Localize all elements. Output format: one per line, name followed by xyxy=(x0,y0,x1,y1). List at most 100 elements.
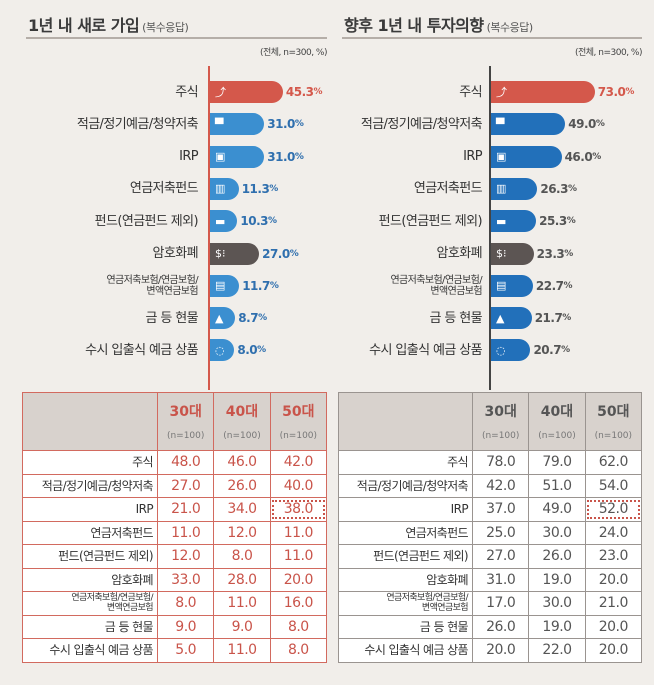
table-cell: 11.0 xyxy=(213,591,271,616)
bar: ▲ xyxy=(491,307,532,330)
atm-icon: ▀ xyxy=(215,117,224,131)
category-label: 연금저축보험/연금보험/변액연금보험 xyxy=(390,274,482,297)
table-row: 금 등 현물 26.0 19.0 20.0 xyxy=(338,614,643,639)
table-cell: 16.0 xyxy=(269,591,328,616)
table-cell: 24.0 xyxy=(584,520,643,545)
table-cell: 20.0 xyxy=(471,638,530,663)
table-row: 암호화폐 33.0 28.0 20.0 xyxy=(22,567,328,592)
table-row: 수시 입출식 예금 상품 20.0 22.0 20.0 xyxy=(338,638,643,663)
category-label: IRP xyxy=(179,149,199,165)
table-cell: 8.0 xyxy=(213,544,271,569)
table-cell: 17.0 xyxy=(471,591,530,616)
bar-axis xyxy=(208,66,210,390)
table-cell: 11.0 xyxy=(213,638,271,663)
age-table-investment-intent: 30대 (n=100) 40대 (n=100) 50대 (n=100) 주식 78.0 79.0… xyxy=(338,392,643,663)
age-column-header: 50대 (n=100) xyxy=(584,392,643,451)
table-cell: 21.0 xyxy=(584,591,643,616)
category-label: 펀드(연금펀드 제외) xyxy=(378,213,483,229)
category-label: 금 등 현물 xyxy=(145,310,198,326)
value-label: 27.0% xyxy=(262,246,299,261)
gold-bars-icon: ▲ xyxy=(496,311,505,325)
bar-row: 적금/정기예금/청약저축 ▀ 31.0% xyxy=(22,113,327,136)
table-cell: 8.0 xyxy=(156,591,215,616)
table-cell: 42.0 xyxy=(269,450,328,475)
bar-row: 금 등 현물 ▲ 8.7% xyxy=(22,307,327,330)
value-label: 20.7% xyxy=(533,343,570,358)
bar: ▀ xyxy=(491,113,566,136)
category-label: 금 등 현물 xyxy=(429,310,482,326)
row-label: 펀드(연금펀드 제외) xyxy=(338,544,473,569)
table-cell: 26.0 xyxy=(213,473,271,498)
value-label: 46.0% xyxy=(564,149,602,164)
value-label: 31.0% xyxy=(267,117,304,132)
row-label: 적금/정기예금/청약저축 xyxy=(22,473,158,498)
bar-row: 연금저축보험/연금보험/변액연금보험 ▤ 22.7% xyxy=(338,274,642,297)
age-column-header: 30대 (n=100) xyxy=(156,392,215,451)
row-label: 암호화폐 xyxy=(338,567,473,592)
table-row: 연금저축보험/연금보험/변액연금보험 8.0 11.0 16.0 xyxy=(22,591,328,616)
bar: ◌ xyxy=(491,339,531,362)
value-label: 26.3% xyxy=(540,181,577,196)
value-label: 49.0% xyxy=(568,117,605,132)
table-row: 수시 입출식 예금 상품 5.0 11.0 8.0 xyxy=(22,638,328,663)
table-row: 연금저축펀드 11.0 12.0 11.0 xyxy=(22,520,328,545)
table-cell: 19.0 xyxy=(528,614,586,639)
category-label: 수시 입출식 예금 상품 xyxy=(85,342,198,358)
category-label: 펀드(연금펀드 제외) xyxy=(94,213,199,229)
row-label: 암호화폐 xyxy=(22,567,158,592)
table-cell: 11.0 xyxy=(156,520,215,545)
table-cell: 8.0 xyxy=(269,638,328,663)
value-label: 8.0% xyxy=(237,343,266,358)
table-cell: 52.0 xyxy=(584,497,643,522)
bar: $⁝ xyxy=(491,242,534,265)
chart-icon: ⤴ xyxy=(215,86,226,99)
table-cell: 79.0 xyxy=(528,450,586,475)
table-cell: 26.0 xyxy=(471,614,530,639)
value-label: 73.0% xyxy=(597,85,635,99)
row-label: 주식 xyxy=(338,450,473,475)
table-cell: 62.0 xyxy=(584,450,643,475)
insurance-book-icon: ▤ xyxy=(215,279,226,293)
category-label: 연금저축펀드 xyxy=(129,181,199,197)
table-cell: 30.0 xyxy=(528,591,586,616)
corner-cell xyxy=(22,392,158,451)
category-label: 주식 xyxy=(175,84,198,100)
table-row: 펀드(연금펀드 제외) 12.0 8.0 11.0 xyxy=(22,544,328,569)
row-label: 수시 입출식 예금 상품 xyxy=(22,638,158,663)
row-label: 연금저축펀드 xyxy=(338,520,473,545)
bar-row: 주식 ⤴ 73.0% xyxy=(338,81,642,103)
table-cell: 42.0 xyxy=(471,473,530,498)
category-label: 주식 xyxy=(459,84,482,100)
age-column-header: 40대 (n=100) xyxy=(213,392,271,451)
table-cell: 49.0 xyxy=(528,497,586,522)
category-label: 적금/정기예금/청약저축 xyxy=(360,116,483,132)
sample-note: (전체, n=300, %) xyxy=(574,48,643,58)
table-cell: 46.0 xyxy=(213,450,271,475)
table-row: 적금/정기예금/청약저축 27.0 26.0 40.0 xyxy=(22,473,328,498)
value-label: 10.3% xyxy=(240,214,277,229)
table-cell: 20.0 xyxy=(584,614,643,639)
row-label: IRP xyxy=(22,497,158,522)
row-label: 펀드(연금펀드 제외) xyxy=(22,544,158,569)
piggy-bank-icon: ◌ xyxy=(496,343,506,357)
table-cell: 31.0 xyxy=(471,567,530,592)
bar-row: 암호화폐 $⁝ 23.3% xyxy=(338,242,642,265)
category-label: 수시 입출식 예금 상품 xyxy=(369,342,482,358)
crypto-icon: $⁝ xyxy=(496,247,507,260)
row-label: 금 등 현물 xyxy=(338,614,473,639)
table-row: 펀드(연금펀드 제외) 27.0 26.0 23.0 xyxy=(338,544,643,569)
table-row: IRP 21.0 34.0 38.0 xyxy=(22,497,328,522)
age-column-header: 40대 (n=100) xyxy=(528,392,586,451)
bar-row: 연금저축보험/연금보험/변액연금보험 ▤ 11.7% xyxy=(22,274,327,297)
row-label: 주식 xyxy=(22,450,158,475)
bar-row: 펀드(연금펀드 제외) ▬ 10.3% xyxy=(22,210,327,233)
value-label: 31.0% xyxy=(267,149,304,164)
bar-row: 금 등 현물 ▲ 21.7% xyxy=(338,307,642,330)
table-header: 30대 (n=100) 40대 (n=100) 50대 (n=100) xyxy=(338,392,643,451)
row-label: 연금저축보험/연금보험/변액연금보험 xyxy=(22,591,158,616)
bar: ▣ xyxy=(491,145,562,168)
title-divider xyxy=(26,37,327,39)
value-label: 25.3% xyxy=(539,214,576,229)
category-label: 암호화폐 xyxy=(152,246,199,261)
bar: ▥ xyxy=(210,177,239,200)
